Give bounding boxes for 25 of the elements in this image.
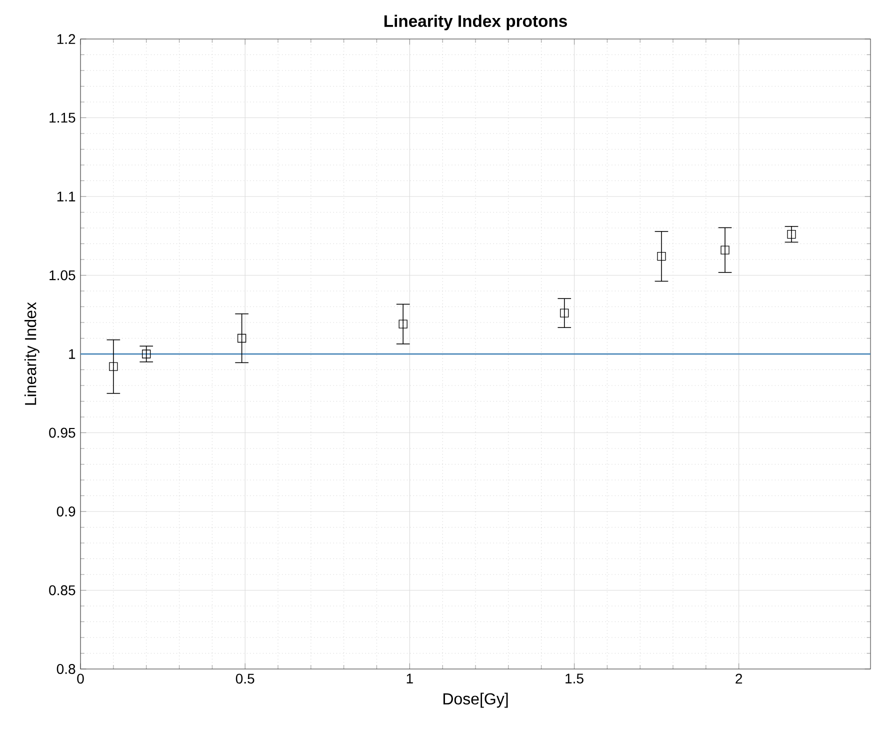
y-tick-label: 0.85 <box>49 585 76 596</box>
point <box>657 252 666 261</box>
y-tick-label: 0.9 <box>56 506 76 516</box>
y-axis-title: Linearity Index <box>24 302 40 405</box>
point <box>787 230 796 239</box>
chart-title: Linearity Index protons <box>384 14 567 30</box>
point <box>237 334 246 343</box>
x-tick-label: 0.5 <box>236 674 254 684</box>
x-tick-label: 1 <box>406 674 413 684</box>
point <box>398 320 408 328</box>
y-tick-label: 1 <box>69 349 76 359</box>
point <box>142 350 151 358</box>
x-tick-label: 0 <box>77 674 84 684</box>
y-tick-label: 1.15 <box>50 112 76 123</box>
x-tick-label: 1.5 <box>566 674 584 684</box>
y-tick-label: 1.1 <box>57 192 76 202</box>
x-axis-title: Dose[Gy] <box>443 692 508 708</box>
point <box>560 308 569 318</box>
y-tick-label: 0.8 <box>56 664 76 674</box>
y-tick-label: 0.95 <box>49 428 76 438</box>
y-tick-label: 1.05 <box>50 270 76 280</box>
point <box>109 362 118 371</box>
point <box>720 246 730 254</box>
x-tick-label: 2 <box>736 674 742 684</box>
y-tick-label: 1.2 <box>57 34 76 44</box>
